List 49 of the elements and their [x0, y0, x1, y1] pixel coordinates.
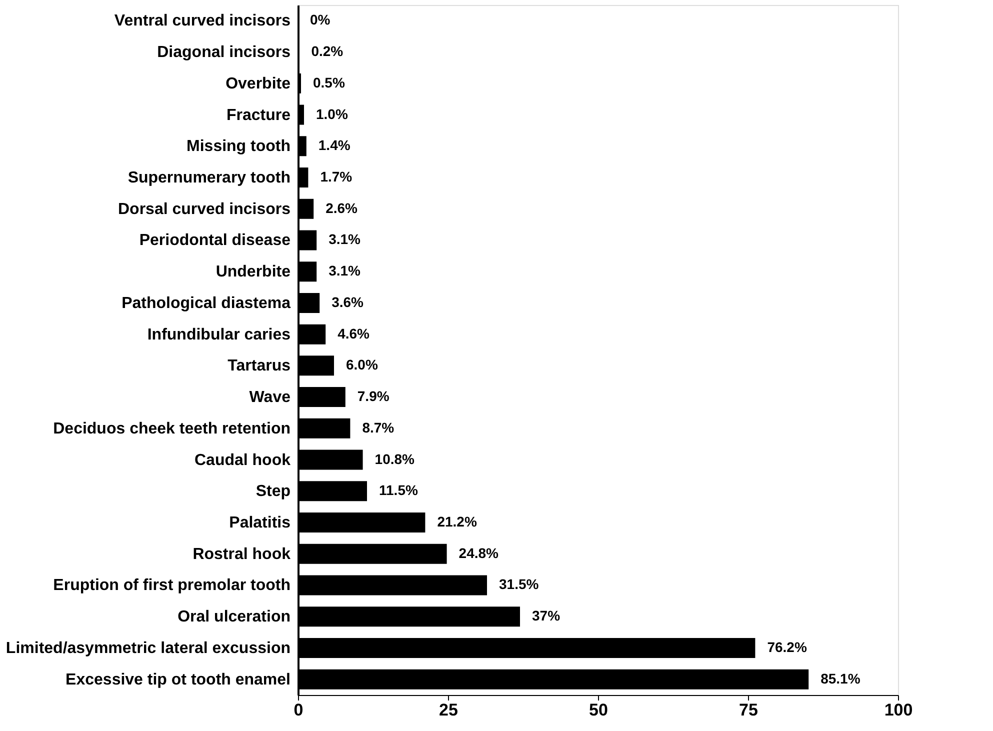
data-label: 3.6%: [332, 294, 364, 310]
y-tick-label: Pathological diastema: [122, 294, 291, 312]
y-tick-label: Step: [256, 483, 291, 500]
data-label: 10.8%: [374, 450, 416, 467]
y-tick-label: Underbite: [216, 264, 291, 281]
data-label: 2.6%: [326, 200, 358, 216]
y-tick-label: Fracture: [226, 106, 291, 124]
data-label: 1.4%: [318, 137, 351, 154]
data-label: 1.0%: [316, 106, 348, 122]
y-tick-label: Diagonal incisors: [157, 44, 291, 62]
y-tick-label: Overbite: [226, 75, 291, 92]
data-label: 11.5%: [379, 482, 418, 498]
x-tick-label: 75: [739, 700, 758, 720]
y-tick-label: Rostral hook: [192, 546, 291, 563]
y-tick-label: Eruption of first premolar tooth: [53, 577, 290, 594]
data-label: 8.7%: [362, 419, 395, 436]
y-tick-label: Supernumerary tooth: [128, 170, 290, 186]
y-tick-label: Palatitis: [229, 514, 291, 532]
x-tick-label: 100: [884, 700, 913, 720]
x-tick-label: 50: [589, 700, 608, 720]
data-label: 4.6%: [338, 325, 370, 342]
data-label: 37%: [532, 608, 561, 624]
y-tick-label: Wave: [249, 389, 291, 406]
data-label: 1.7%: [320, 168, 353, 184]
data-label: 3.1%: [328, 262, 362, 279]
data-label: 31.5%: [499, 576, 540, 592]
y-tick-label: Infundibular caries: [147, 326, 291, 344]
y-tick-label: Periodontal disease: [139, 232, 291, 250]
data-label: 3.1%: [328, 231, 362, 248]
data-label: 7.9%: [357, 388, 390, 404]
y-tick-label: Missing tooth: [186, 138, 290, 156]
data-label: 76.2%: [767, 638, 808, 655]
data-label: 21.2%: [437, 514, 478, 530]
y-tick-label: Dorsal curved incisors: [118, 200, 291, 218]
y-tick-label: Ventral curved incisors: [114, 12, 291, 30]
data-label: 6.0%: [346, 356, 378, 373]
data-label: 0.2%: [311, 43, 344, 60]
data-label: 85.1%: [820, 670, 861, 686]
y-tick-label: Limited/asymmetric lateral excussion: [6, 640, 290, 657]
y-tick-label: Caudal hook: [194, 452, 291, 469]
x-tick-label: 25: [439, 700, 458, 720]
x-tick-label: 0: [294, 700, 304, 720]
y-tick-label: Tartarus: [228, 358, 291, 375]
y-tick-label: Excessive tip ot tooth enamel: [66, 671, 290, 688]
y-tick-label: Oral ulceration: [178, 608, 290, 626]
y-tick-label: Deciduos cheek teeth retention: [53, 420, 290, 438]
data-label: 0.5%: [313, 74, 346, 90]
data-label: 24.8%: [458, 544, 500, 561]
data-label: 0%: [310, 12, 331, 28]
